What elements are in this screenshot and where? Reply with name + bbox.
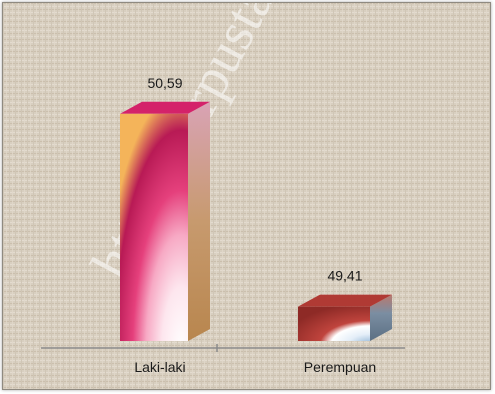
bar-top-face — [298, 294, 392, 307]
data-label: 49,41 — [327, 268, 362, 284]
bar-front-face — [120, 113, 188, 341]
bar-front-face — [298, 306, 370, 341]
x-tick-label: Perempuan — [304, 359, 376, 375]
bar-chart: http://perpustakaan 50,59Laki-laki49,41P… — [3, 3, 490, 389]
label-layer: 50,59 Laki-laki 49,41 Perempuan — [134, 75, 376, 375]
data-label: 50,59 — [147, 75, 182, 91]
bar-side-face — [188, 101, 210, 341]
bar-side-face — [370, 294, 392, 341]
bar-laki-laki — [120, 101, 210, 341]
bar-perempuan — [298, 294, 392, 341]
bar-series — [120, 101, 392, 341]
chart-frame: http://perpustakaan 50,59Laki-laki49,41P… — [2, 2, 491, 390]
chart-background — [3, 3, 490, 389]
bar-top-face — [120, 101, 210, 114]
x-tick-label: Laki-laki — [134, 359, 185, 375]
